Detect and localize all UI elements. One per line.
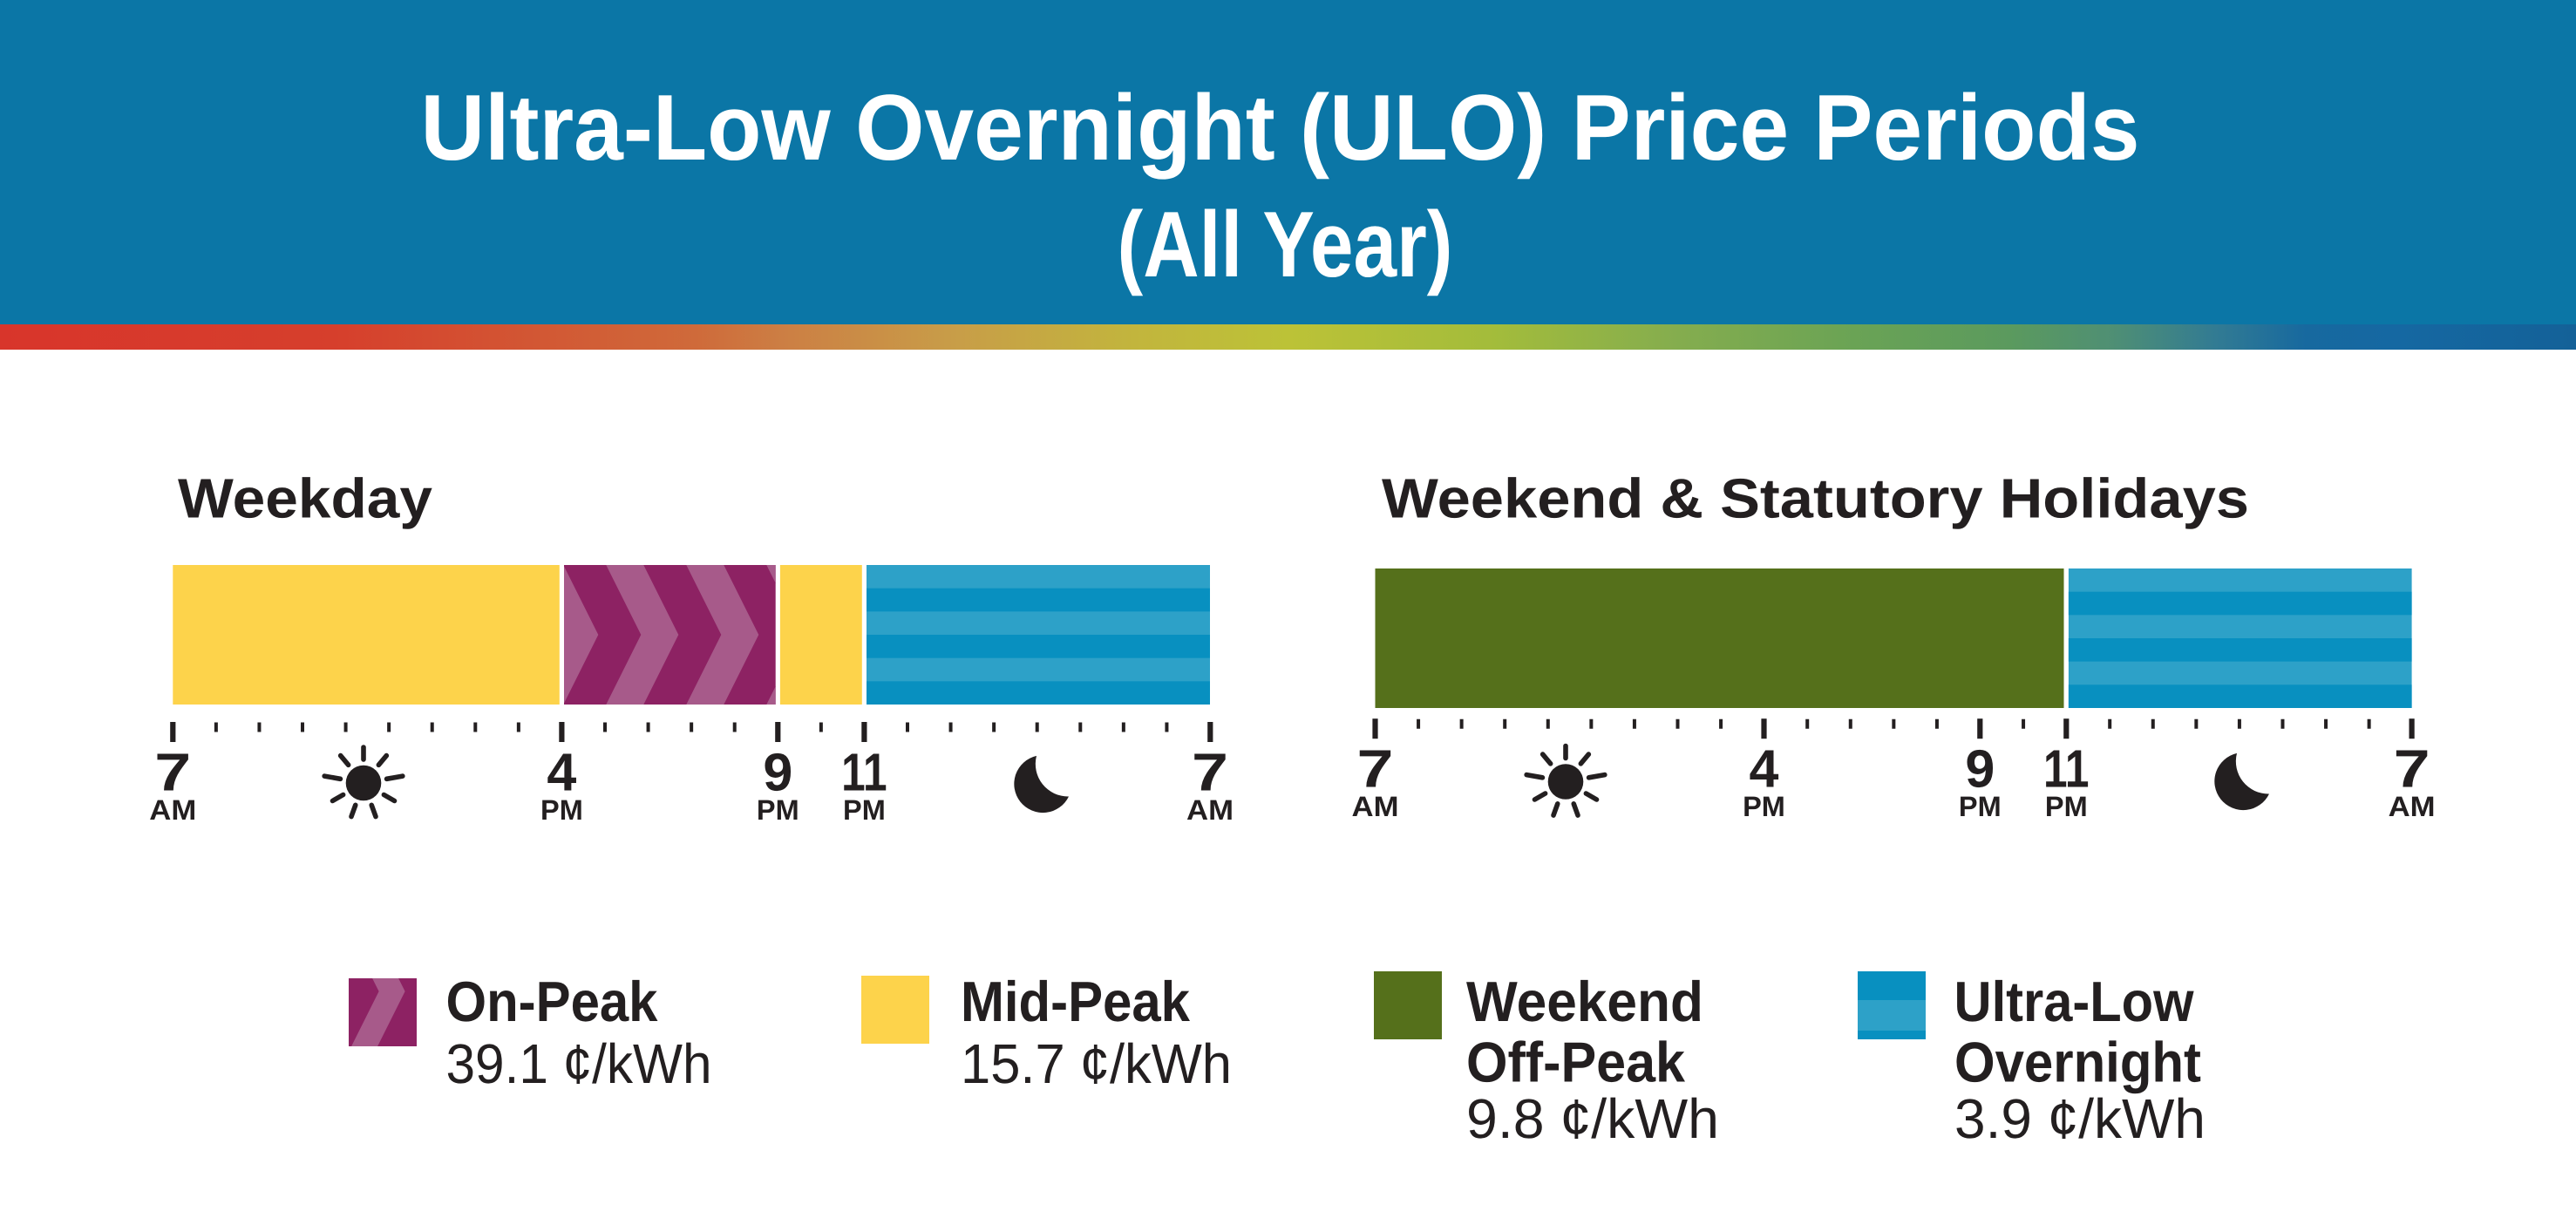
svg-text:AM: AM [149, 794, 196, 826]
svg-text:3.9 ¢/kWh: 3.9 ¢/kWh [1954, 1087, 2206, 1150]
svg-text:PM: PM [757, 794, 799, 826]
svg-text:AM: AM [1352, 791, 1399, 822]
svg-text:PM: PM [843, 794, 886, 826]
svg-text:Weekend & Statutory Holidays: Weekend & Statutory Holidays [1382, 467, 2249, 530]
svg-text:Off-Peak: Off-Peak [1466, 1031, 1686, 1094]
svg-text:11: 11 [2043, 739, 2090, 799]
svg-text:Overnight: Overnight [1954, 1031, 2201, 1094]
svg-text:On-Peak: On-Peak [446, 970, 659, 1033]
svg-text:9: 9 [763, 743, 792, 802]
svg-text:AM: AM [1186, 794, 1234, 826]
svg-text:11: 11 [841, 743, 887, 802]
svg-text:(All Year): (All Year) [1118, 192, 1453, 296]
svg-text:9: 9 [1965, 739, 1995, 799]
svg-text:7: 7 [1192, 743, 1228, 802]
svg-text:PM: PM [1743, 791, 1785, 822]
svg-text:15.7 ¢/kWh: 15.7 ¢/kWh [961, 1032, 1232, 1095]
svg-text:39.1 ¢/kWh: 39.1 ¢/kWh [446, 1032, 712, 1095]
svg-text:4: 4 [1750, 739, 1779, 799]
svg-text:PM: PM [540, 794, 583, 826]
svg-text:Ultra-Low Overnight (ULO) Pric: Ultra-Low Overnight (ULO) Price Periods [421, 75, 2140, 180]
svg-text:PM: PM [1959, 791, 2002, 822]
svg-text:AM: AM [2389, 791, 2436, 822]
svg-text:Ultra-Low: Ultra-Low [1954, 970, 2194, 1033]
svg-text:7: 7 [1357, 739, 1394, 799]
svg-text:Mid-Peak: Mid-Peak [961, 970, 1191, 1033]
svg-text:Weekday: Weekday [178, 467, 432, 530]
svg-text:9.8 ¢/kWh: 9.8 ¢/kWh [1466, 1087, 1719, 1150]
svg-text:7: 7 [154, 743, 191, 802]
svg-text:PM: PM [2045, 791, 2088, 822]
svg-text:4: 4 [547, 743, 576, 802]
svg-text:7: 7 [2394, 739, 2430, 799]
svg-text:Weekend: Weekend [1466, 970, 1703, 1033]
